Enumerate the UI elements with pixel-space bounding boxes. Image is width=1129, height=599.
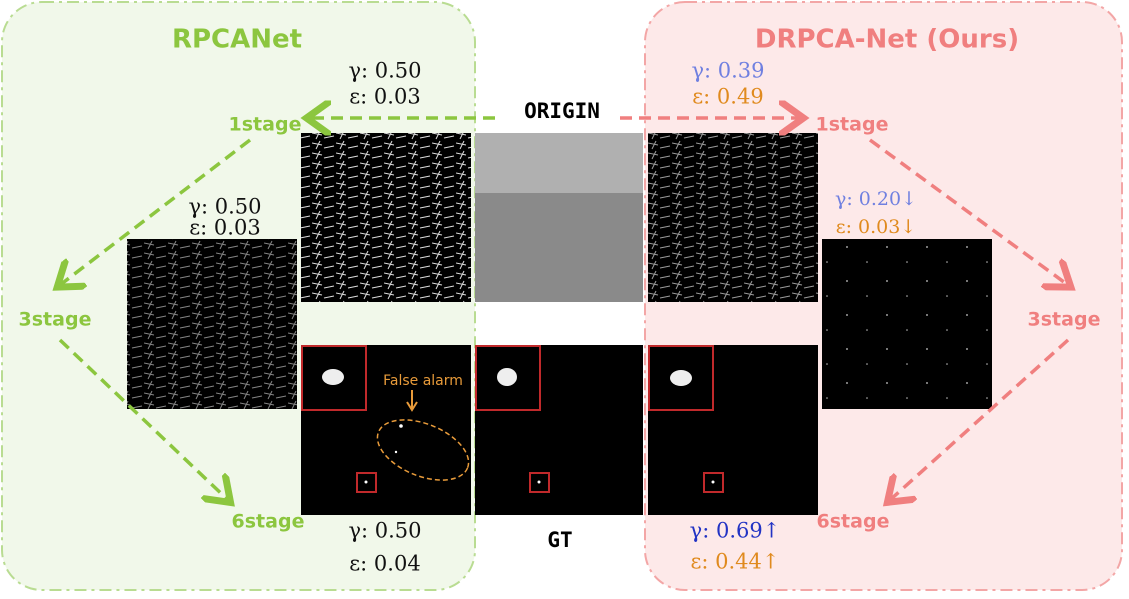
arrows	[60, 118, 1068, 500]
gamma: γ: 0.50	[348, 59, 421, 83]
origin-sky	[475, 133, 643, 193]
image-texture	[127, 239, 297, 409]
right-title: DRPCA-Net (Ours)	[755, 25, 1019, 55]
stage-label: 6stage	[817, 511, 890, 533]
gamma: γ: 0.20↓	[835, 188, 917, 210]
epsilon: ε: 0.04	[349, 552, 420, 576]
stage-label: 3stage	[19, 309, 92, 331]
image-texture	[301, 133, 471, 302]
stage-label: 3stage	[1028, 309, 1101, 331]
gamma: γ: 0.39	[691, 59, 764, 83]
gamma: γ: 0.50	[348, 519, 421, 543]
left-title: RPCANet	[172, 25, 302, 55]
gamma: γ: 0.50	[188, 195, 261, 219]
image-texture	[822, 239, 992, 409]
annotation: False alarm	[383, 373, 463, 389]
result-images	[301, 345, 818, 515]
epsilon: ε: 0.44↑	[691, 550, 780, 574]
image-texture	[648, 133, 818, 302]
stage-label: 1stage	[816, 114, 889, 136]
stage-label: 1stage	[229, 114, 302, 136]
gt-label: GT	[547, 528, 572, 552]
epsilon: ε: 0.03	[189, 216, 260, 240]
origin-label: ORIGIN	[524, 99, 600, 123]
gamma: γ: 0.69↑	[690, 519, 781, 543]
epsilon: ε: 0.03	[349, 85, 420, 109]
epsilon: ε: 0.03↓	[836, 216, 917, 238]
stage-label: 6stage	[232, 511, 305, 533]
epsilon: ε: 0.49	[692, 85, 763, 109]
